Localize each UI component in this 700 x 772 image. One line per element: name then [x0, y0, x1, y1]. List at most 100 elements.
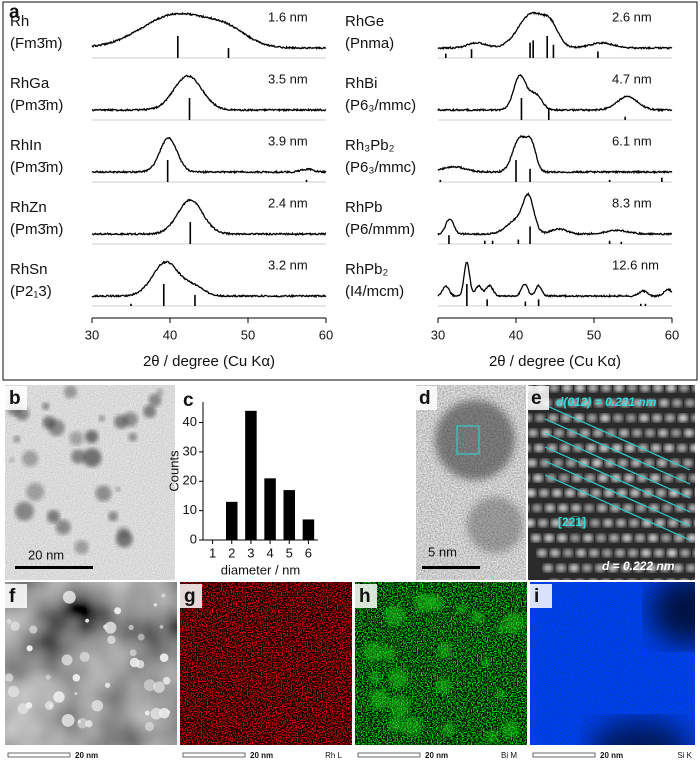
atom-column: [591, 489, 601, 497]
nanoparticle: [144, 721, 155, 732]
x-tick-label: 60: [665, 327, 679, 342]
atom-column: [594, 399, 604, 407]
atom-column: [613, 414, 623, 422]
atom-column: [673, 564, 683, 572]
nanoparticle: [143, 679, 156, 692]
nanoparticle: [42, 402, 50, 410]
nanoparticle: [103, 624, 108, 629]
atom-column: [642, 519, 652, 527]
atom-column: [577, 519, 587, 527]
lattice-spacing: d(012) = 0.221 nm: [556, 395, 657, 409]
histogram-bar: [302, 519, 315, 540]
atom-column: [551, 519, 561, 527]
atom-column: [641, 549, 651, 557]
scale-bar-label: 20 nm: [28, 547, 64, 562]
nanoparticle: [62, 590, 76, 604]
nanoparticle: [17, 703, 29, 715]
atom-column: [676, 474, 686, 482]
atom-column: [576, 549, 586, 557]
lattice-fringe: [544, 432, 691, 499]
atom-column: [592, 459, 602, 467]
particle-size: 3.9 nm: [268, 133, 308, 148]
histogram-bar: [283, 490, 295, 540]
element-cluster: [501, 720, 520, 739]
atom-column: [561, 414, 571, 422]
particle-size: 8.3 nm: [612, 195, 652, 210]
x-tick-label: 30: [85, 327, 99, 342]
atom-column: [620, 399, 630, 407]
nanoparticle: [72, 674, 81, 682]
histogram-bar: [264, 478, 276, 540]
nanoparticle: [115, 486, 121, 492]
nanoparticle: [117, 526, 130, 539]
atom-column: [606, 429, 616, 437]
nanoparticle: [6, 619, 12, 624]
atom-column: [555, 399, 565, 407]
atom-column: [589, 549, 599, 557]
scale-bar: [7, 752, 71, 758]
atom-column: [656, 489, 666, 497]
atom-column: [627, 385, 637, 392]
x-tick-label: 40: [509, 327, 523, 342]
element-cluster: [485, 730, 499, 743]
x-tick-label: 50: [587, 327, 601, 342]
atom-column: [595, 564, 605, 572]
atom-column: [654, 579, 662, 580]
nanoparticle: [162, 676, 171, 685]
atom-column: [587, 414, 597, 422]
nanoparticle: [71, 449, 86, 464]
nanoparticle: [144, 710, 150, 716]
atom-column: [630, 489, 640, 497]
atom-column: [645, 429, 655, 437]
atom-column: [618, 459, 628, 467]
panel-label-box: [180, 584, 202, 608]
nanoparticle: [7, 685, 20, 698]
atom-column: [689, 474, 695, 482]
atom-column: [560, 444, 570, 452]
atom-column: [528, 459, 537, 467]
atom-column: [543, 564, 553, 572]
particle-size: 6.1 nm: [612, 133, 652, 148]
y-tick-label: 20: [183, 473, 197, 488]
atom-column: [641, 579, 649, 580]
atom-column: [686, 564, 695, 572]
atom-column: [549, 385, 559, 392]
element-cluster: [495, 689, 505, 700]
selected-area: [456, 425, 480, 455]
nanoparticle: [91, 699, 104, 712]
element-cluster: [388, 716, 404, 732]
x-tick-label: 3: [247, 545, 254, 560]
atom-column: [661, 534, 671, 542]
element-cluster: [502, 612, 525, 634]
atom-column: [534, 444, 544, 452]
space-group: (Pnma): [345, 35, 394, 52]
nanoparticle: [61, 713, 75, 727]
atom-column: [660, 564, 670, 572]
panel-label: f: [9, 586, 16, 607]
atom-column: [528, 474, 530, 482]
atom-column: [635, 534, 645, 542]
atom-column: [649, 504, 659, 512]
element-cluster: [471, 610, 485, 624]
atom-column: [563, 579, 571, 580]
nanoparticle: [13, 435, 21, 443]
nanoparticle: [114, 607, 122, 615]
particle-size: 4.7 nm: [612, 71, 652, 86]
atom-column: [615, 549, 625, 557]
nanoparticle: [79, 651, 90, 662]
atom-column: [669, 489, 679, 497]
atom-column: [528, 519, 535, 527]
particle-size: 3.5 nm: [268, 71, 308, 86]
atom-column: [583, 534, 593, 542]
nanoparticle: [45, 674, 51, 680]
element-cluster: [384, 605, 406, 627]
scale-bar-label: 20 nm: [75, 751, 98, 760]
atom-column: [580, 429, 590, 437]
x-tick-label: 4: [266, 545, 273, 560]
atom-column: [569, 564, 579, 572]
atom-column: [609, 534, 619, 542]
space-group: (Pm3̄m): [10, 97, 63, 114]
atom-column: [540, 459, 550, 467]
xrd-pattern: [437, 192, 673, 237]
atom-column: [662, 504, 672, 512]
